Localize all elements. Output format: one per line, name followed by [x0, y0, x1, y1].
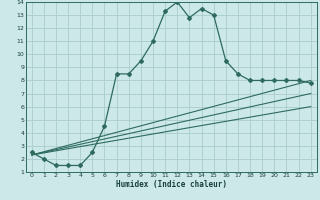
X-axis label: Humidex (Indice chaleur): Humidex (Indice chaleur) [116, 180, 227, 189]
